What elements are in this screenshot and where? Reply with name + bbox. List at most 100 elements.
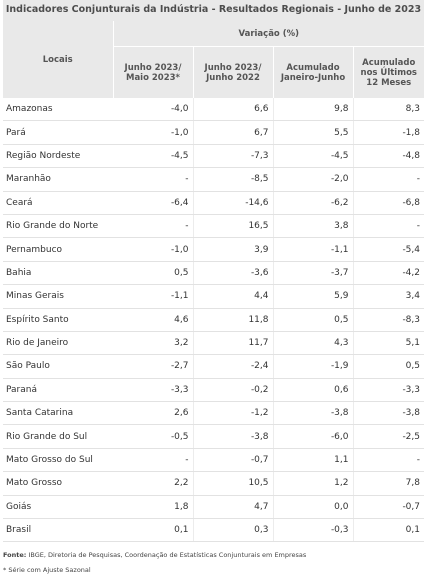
cell-value: 5,1 xyxy=(353,331,424,356)
cell-value: -1,0 xyxy=(113,120,194,145)
cell-value: -4,5 xyxy=(113,144,194,169)
cell-value: -3,7 xyxy=(273,261,354,286)
cell-local: Santa Catarina xyxy=(3,401,113,426)
cell-value: -3,3 xyxy=(353,378,424,403)
cell-value: 4,3 xyxy=(273,331,354,356)
cell-value: -3,6 xyxy=(193,261,274,286)
cell-value: 0,5 xyxy=(273,308,354,332)
cell-value: -0,5 xyxy=(113,424,194,449)
table-row: Mato Grosso do Sul - -0,7 1,1- xyxy=(3,448,424,473)
header-line: Junho 2023/ xyxy=(124,62,182,73)
cell-value: - xyxy=(113,448,194,473)
cell-value: 5,5 xyxy=(273,120,354,145)
cell-value: -7,3 xyxy=(193,144,274,169)
cell-value: 2,2 xyxy=(113,471,194,496)
cell-value: 0,5 xyxy=(353,354,424,379)
cell-value: 4,4 xyxy=(193,284,274,309)
cell-value: 8,3 xyxy=(353,98,424,122)
cell-value: -3,8 xyxy=(353,401,424,426)
header-line: Janeiro-Junho xyxy=(280,72,346,83)
cell-value: -0,2 xyxy=(193,378,274,403)
cell-local: Brasil xyxy=(3,518,113,543)
table-row: Rio Grande do Sul -0,5 -3,8 -6,0 -2,5 xyxy=(3,424,424,449)
cell-local: Mato Grosso xyxy=(3,471,113,496)
table-row: Espírito Santo 4,6 11,8 0,5 -8,3 xyxy=(3,308,424,332)
cell-value: -1,0 xyxy=(113,237,194,262)
cell-value: - xyxy=(353,167,424,192)
table-row: Rio de Janeiro 3,2 11,7 4,3 5,1 xyxy=(3,331,424,356)
cell-value: 1,1 xyxy=(273,448,354,473)
cell-value: 4,6 xyxy=(113,308,194,332)
cell-local: Região Nordeste xyxy=(3,144,113,169)
header-locais: Locais xyxy=(3,21,114,98)
cell-value: - xyxy=(353,448,424,473)
cell-value: 0,6 xyxy=(273,378,354,403)
cell-local: Mato Grosso do Sul xyxy=(3,448,113,473)
table-row: Brasil 0,1 0,3 -0,3 0,1 xyxy=(3,518,424,543)
cell-value: -2,0 xyxy=(273,167,354,192)
header-junho-junho: Junho 2023/ Junho 2022 xyxy=(193,46,274,98)
cell-value: -2,5 xyxy=(353,424,424,449)
table-row: Pará -1,0 6,7 5,5 -1,8 xyxy=(3,120,424,145)
cell-local: Minas Gerais xyxy=(3,284,113,309)
cell-value: 11,8 xyxy=(193,308,274,332)
cell-value: 16,5 xyxy=(193,214,274,239)
header-line: nos Últimos xyxy=(360,67,417,78)
cell-value: 0,0 xyxy=(273,495,354,520)
cell-value: 0,1 xyxy=(113,518,194,543)
source-text: IBGE, Diretoria de Pesquisas, Coordenaçã… xyxy=(26,551,307,560)
cell-value: 0,1 xyxy=(353,518,424,543)
cell-value: -3,8 xyxy=(193,424,274,449)
table-body: Amazonas -4,0 6,6 9,8 8,3 Pará -1,0 6,7 5,5 -1,8 R… xyxy=(3,98,424,543)
regional-results-table: Locais Variação (%) Junho 2023/ Maio 202… xyxy=(3,21,424,543)
header-line: 12 Meses xyxy=(366,77,412,88)
cell-local: São Paulo xyxy=(3,354,113,379)
cell-local: Goiás xyxy=(3,495,113,520)
cell-value: -3,8 xyxy=(273,401,354,426)
cell-value: -2,4 xyxy=(193,354,274,379)
cell-value: -4,8 xyxy=(353,144,424,169)
table-footer: Fonte: IBGE, Diretoria de Pesquisas, Coo… xyxy=(3,548,424,578)
source-label: Fonte: xyxy=(3,551,27,560)
cell-value: -4,5 xyxy=(273,144,354,169)
table-row: Pernambuco -1,0 3,9 -1,1 -5,4 xyxy=(3,237,424,262)
cell-value: 10,5 xyxy=(193,471,274,496)
table-row: Amazonas -4,0 6,6 9,8 8,3 xyxy=(3,98,424,122)
table-row: Bahia 0,5 -3,6 -3,7 -4,2 xyxy=(3,261,424,286)
cell-value: -0,7 xyxy=(353,495,424,520)
header-line: Acumulado xyxy=(362,57,416,68)
source-note: Fonte: IBGE, Diretoria de Pesquisas, Coo… xyxy=(3,548,424,563)
table-row: Região Nordeste -4,5 -7,3 -4,5 -4,8 xyxy=(3,144,424,169)
cell-value: 6,7 xyxy=(193,120,274,145)
cell-local: Rio Grande do Norte xyxy=(3,214,113,239)
cell-value: 5,9 xyxy=(273,284,354,309)
cell-value: -4,0 xyxy=(113,98,194,122)
header-line: Acumulado xyxy=(286,62,340,73)
cell-value: -6,4 xyxy=(113,191,194,215)
cell-value: -6,2 xyxy=(273,191,354,215)
cell-value: - xyxy=(113,167,194,192)
cell-value: 3,4 xyxy=(353,284,424,309)
cell-local: Maranhão xyxy=(3,167,113,192)
table-row: São Paulo -2,7 -2,4 -1,9 0,5 xyxy=(3,354,424,379)
cell-value: -0,7 xyxy=(193,448,274,473)
header-junho-maio: Junho 2023/ Maio 2023* xyxy=(113,46,194,98)
cell-value: 1,2 xyxy=(273,471,354,496)
cell-value: - xyxy=(113,214,194,239)
header-line: Maio 2023* xyxy=(125,72,180,83)
cell-value: 9,8 xyxy=(273,98,354,122)
cell-local: Paraná xyxy=(3,378,113,403)
cell-local: Rio Grande do Sul xyxy=(3,424,113,449)
table-row: Santa Catarina 2,6 -1,2 -3,8 -3,8 xyxy=(3,401,424,426)
cell-value: 2,6 xyxy=(113,401,194,426)
table-row: Ceará -6,4 -14,6 -6,2 -6,8 xyxy=(3,191,424,215)
cell-local: Espírito Santo xyxy=(3,308,113,332)
header-line: Junho 2023/ xyxy=(204,62,262,73)
table-row: Paraná -3,3 -0,2 0,6 -3,3 xyxy=(3,378,424,403)
cell-value: -8,5 xyxy=(193,167,274,192)
seasonal-adjustment-note: * Série com Ajuste Sazonal xyxy=(3,566,91,575)
table-title: Indicadores Conjunturais da Indústria - … xyxy=(3,0,424,21)
table-row: Rio Grande do Norte -16,5 3,8- xyxy=(3,214,424,239)
cell-value: 0,5 xyxy=(113,261,194,286)
cell-local: Rio de Janeiro xyxy=(3,331,113,356)
